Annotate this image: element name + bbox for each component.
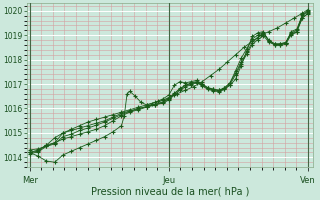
X-axis label: Pression niveau de la mer( hPa ): Pression niveau de la mer( hPa ) xyxy=(91,187,249,197)
